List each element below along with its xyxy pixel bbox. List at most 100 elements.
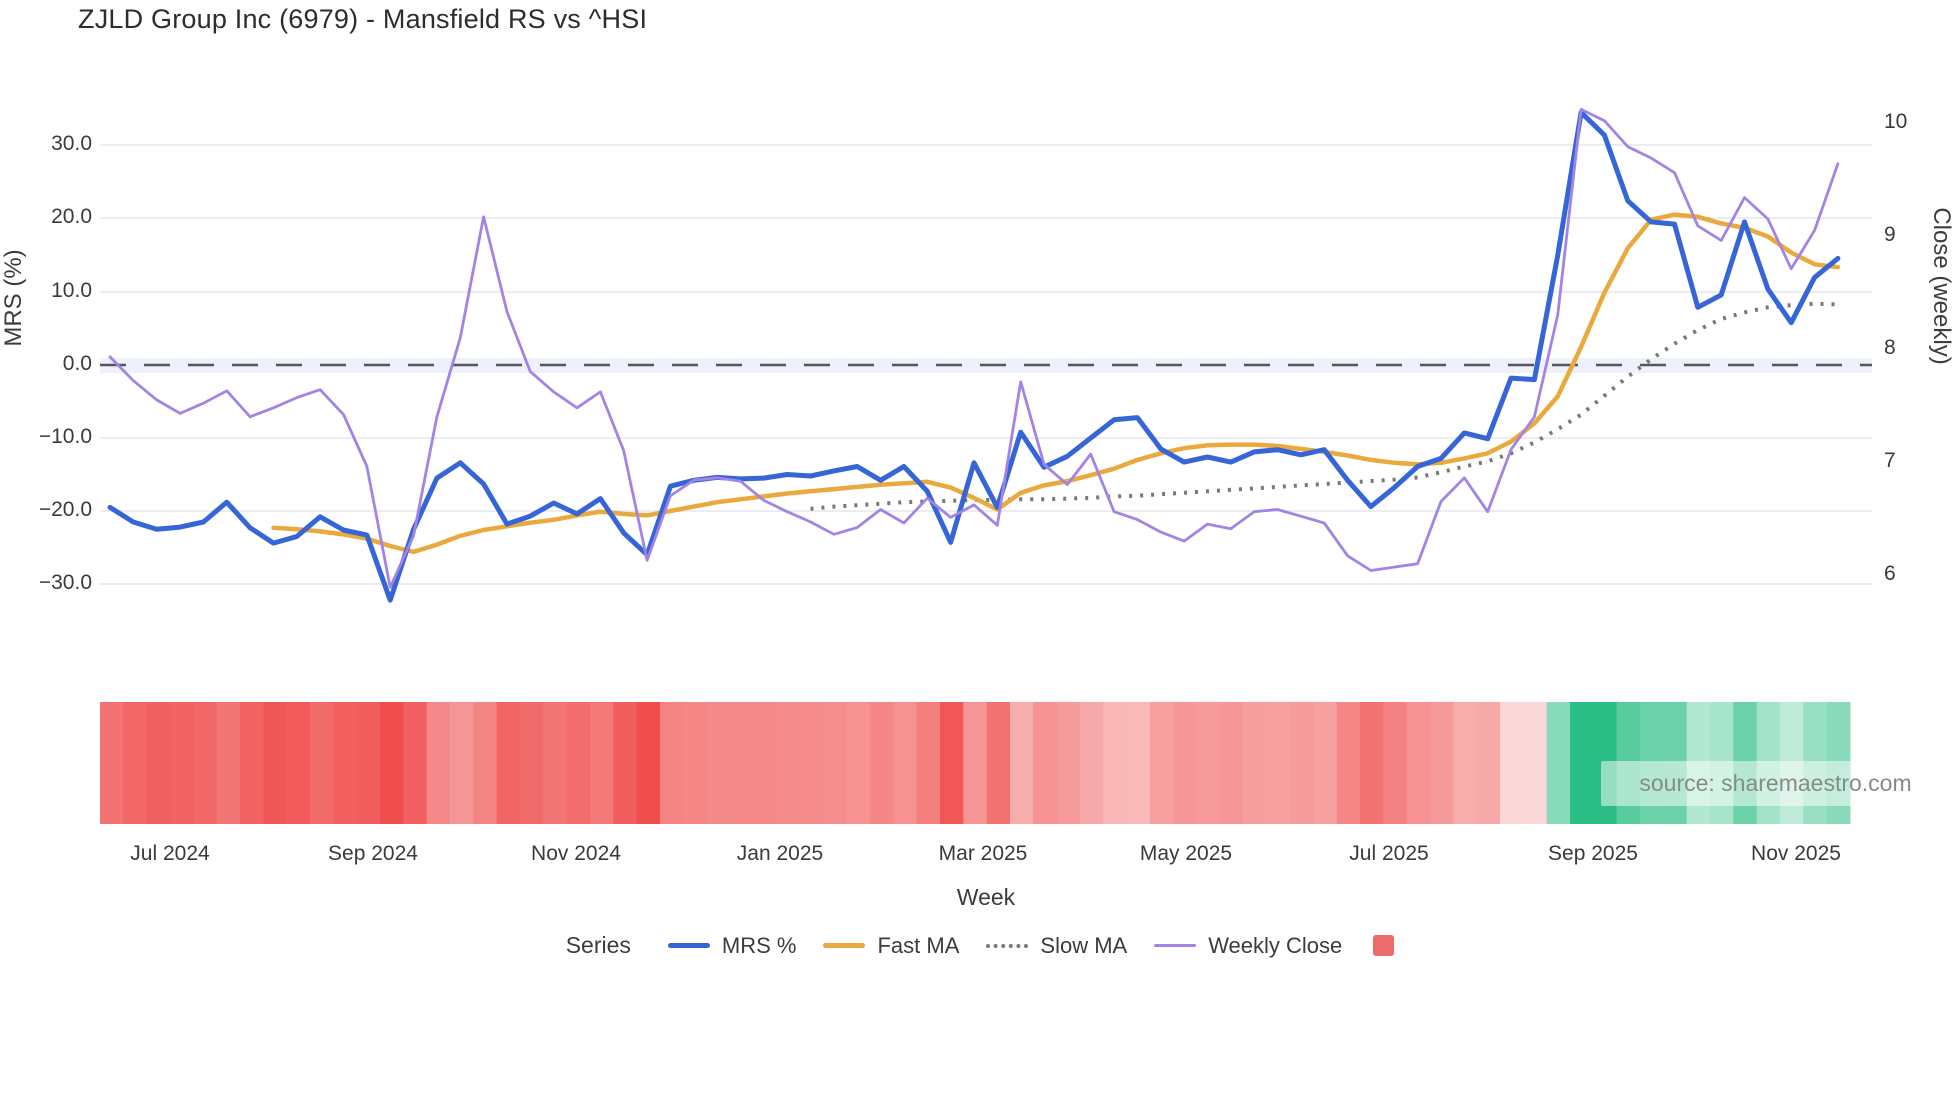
heatmap-cell[interactable] xyxy=(963,702,988,824)
x-tick-Nov-2024: Nov 2024 xyxy=(531,842,621,865)
heatmap-cell[interactable] xyxy=(893,702,918,824)
heatmap-cell[interactable] xyxy=(613,702,638,824)
heatmap-cell[interactable] xyxy=(683,702,708,824)
heatmap-cell[interactable] xyxy=(800,702,824,824)
heatmap-cell[interactable] xyxy=(356,702,381,824)
y-tick-left-10.0: 10.0 xyxy=(51,279,92,302)
heatmap-cell[interactable] xyxy=(1453,702,1478,824)
heatmap-cell[interactable] xyxy=(333,702,358,824)
heatmap-cell[interactable] xyxy=(1336,702,1361,824)
mrs-line-swatch-icon xyxy=(667,943,710,948)
heatmap-cell[interactable] xyxy=(543,702,568,824)
heatmap-cell[interactable] xyxy=(1406,702,1431,824)
series-line-slow-ma xyxy=(810,301,1838,511)
heatmap-cell[interactable] xyxy=(1173,702,1198,824)
heatmap-cell[interactable] xyxy=(1430,702,1454,824)
x-tick-Nov-2025: Nov 2025 xyxy=(1751,842,1841,865)
heatmap-cell[interactable] xyxy=(1523,702,1548,824)
legend-item-mrs[interactable]: MRS % xyxy=(667,932,797,959)
heatmap-cell[interactable] xyxy=(1360,702,1384,824)
heatmap-cell[interactable] xyxy=(1476,702,1501,824)
series-line-mrs- xyxy=(107,109,1841,603)
series-line-fast-ma xyxy=(271,212,1841,555)
heatmap-cell[interactable] xyxy=(1546,702,1571,824)
heatmap-cell[interactable] xyxy=(1080,702,1104,824)
heatmap-cell[interactable] xyxy=(193,702,218,824)
legend-item-label: Slow MA xyxy=(1040,932,1128,958)
legend: Series MRS % Fast MA Slow MA Weekly Clos… xyxy=(0,932,1960,959)
heatmap-cell[interactable] xyxy=(146,702,171,824)
y-tick-left-0.0: 0.0 xyxy=(62,352,92,375)
heatmap-cell[interactable] xyxy=(496,702,521,824)
heatmap-cell[interactable] xyxy=(776,702,801,824)
heatmap-cell[interactable] xyxy=(450,702,474,824)
heatmap-cell[interactable] xyxy=(1033,702,1058,824)
heatmap-cell[interactable] xyxy=(940,702,964,824)
heatmap-cell[interactable] xyxy=(403,702,428,824)
heatmap-cell[interactable] xyxy=(1313,702,1338,824)
x-tick-Jan-2025: Jan 2025 xyxy=(736,842,824,865)
fast-ma-line-swatch-icon xyxy=(823,943,866,948)
heatmap-cell[interactable] xyxy=(1150,702,1174,824)
heatmap-cell[interactable] xyxy=(100,702,124,824)
y-tick-left-−30.0: −30.0 xyxy=(38,571,92,594)
heatmap-cell[interactable] xyxy=(1243,702,1268,824)
heatmap-cell[interactable] xyxy=(986,702,1011,824)
heatmap-cell[interactable] xyxy=(1290,702,1314,824)
y-tick-right-7: 7 xyxy=(1884,449,1896,472)
x-tick-Jul-2024: Jul 2024 xyxy=(130,842,210,865)
heatmap-cell[interactable] xyxy=(730,702,754,824)
heatmap-cell[interactable] xyxy=(1196,702,1221,824)
heatmap-cell[interactable] xyxy=(1126,702,1151,824)
heatmap-cell[interactable] xyxy=(870,702,894,824)
heatmap-cell[interactable] xyxy=(240,702,264,824)
heatmap-cell[interactable] xyxy=(520,702,544,824)
legend-title: Series xyxy=(565,932,631,958)
x-tick-Sep-2025: Sep 2025 xyxy=(1548,842,1638,865)
legend-item-slow-ma[interactable]: Slow MA xyxy=(986,933,1127,959)
heatmap-cell[interactable] xyxy=(473,702,498,824)
heatmap-cell[interactable] xyxy=(1010,702,1034,824)
heatmap-cell[interactable] xyxy=(636,702,661,824)
y-tick-left-30.0: 30.0 xyxy=(51,132,92,155)
heatmap-cell[interactable] xyxy=(216,702,241,824)
legend-item-fast-ma[interactable]: Fast MA xyxy=(823,933,959,959)
heatmap-cell[interactable] xyxy=(1383,702,1408,824)
y-tick-left-−20.0: −20.0 xyxy=(38,498,92,521)
heatmap-cell[interactable] xyxy=(1103,702,1128,824)
y-tick-right-6: 6 xyxy=(1884,562,1896,585)
heatmap-cell[interactable] xyxy=(426,702,451,824)
heatmap-cell[interactable] xyxy=(823,702,848,824)
chart-title: ZJLD Group Inc (6979) - Mansfield RS vs … xyxy=(78,4,648,34)
heatmap-cell[interactable] xyxy=(753,702,778,824)
x-tick-Jul-2025: Jul 2025 xyxy=(1349,842,1429,865)
heatmap-cell[interactable] xyxy=(706,702,731,824)
heatmap-cell[interactable] xyxy=(660,702,684,824)
heatmap-cell[interactable] xyxy=(380,702,404,824)
series-line-weekly-close xyxy=(108,108,1840,589)
heatmap-cell[interactable] xyxy=(566,702,591,824)
heatmap-cell[interactable] xyxy=(1220,702,1244,824)
x-tick-Mar-2025: Mar 2025 xyxy=(938,842,1028,865)
heatmap-cell[interactable] xyxy=(170,702,194,824)
y-tick-left-−10.0: −10.0 xyxy=(38,425,92,448)
y-tick-right-9: 9 xyxy=(1884,223,1896,246)
heatmap-cell[interactable] xyxy=(1570,702,1594,824)
heatmap-cell[interactable] xyxy=(310,702,334,824)
y-tick-left-20.0: 20.0 xyxy=(51,205,92,228)
heatmap-cell[interactable] xyxy=(263,702,288,824)
legend-item-label: MRS % xyxy=(721,932,797,958)
heatmap-cell[interactable] xyxy=(590,702,614,824)
heatmap-cell[interactable] xyxy=(916,702,941,824)
heatmap-cell[interactable] xyxy=(1056,702,1081,824)
heatmap-cell[interactable] xyxy=(846,702,871,824)
heatmap-cell[interactable] xyxy=(123,702,148,824)
heatmap-cell[interactable] xyxy=(1266,702,1291,824)
heatmap-cell[interactable] xyxy=(1500,702,1524,824)
legend-item-weekly-close[interactable]: Weekly Close xyxy=(1154,933,1342,959)
weekly-close-line-swatch-icon xyxy=(1154,944,1197,947)
slow-ma-line-swatch-icon xyxy=(986,943,1029,948)
heatmap-cell[interactable] xyxy=(286,702,311,824)
legend-item-label: Fast MA xyxy=(877,932,960,958)
